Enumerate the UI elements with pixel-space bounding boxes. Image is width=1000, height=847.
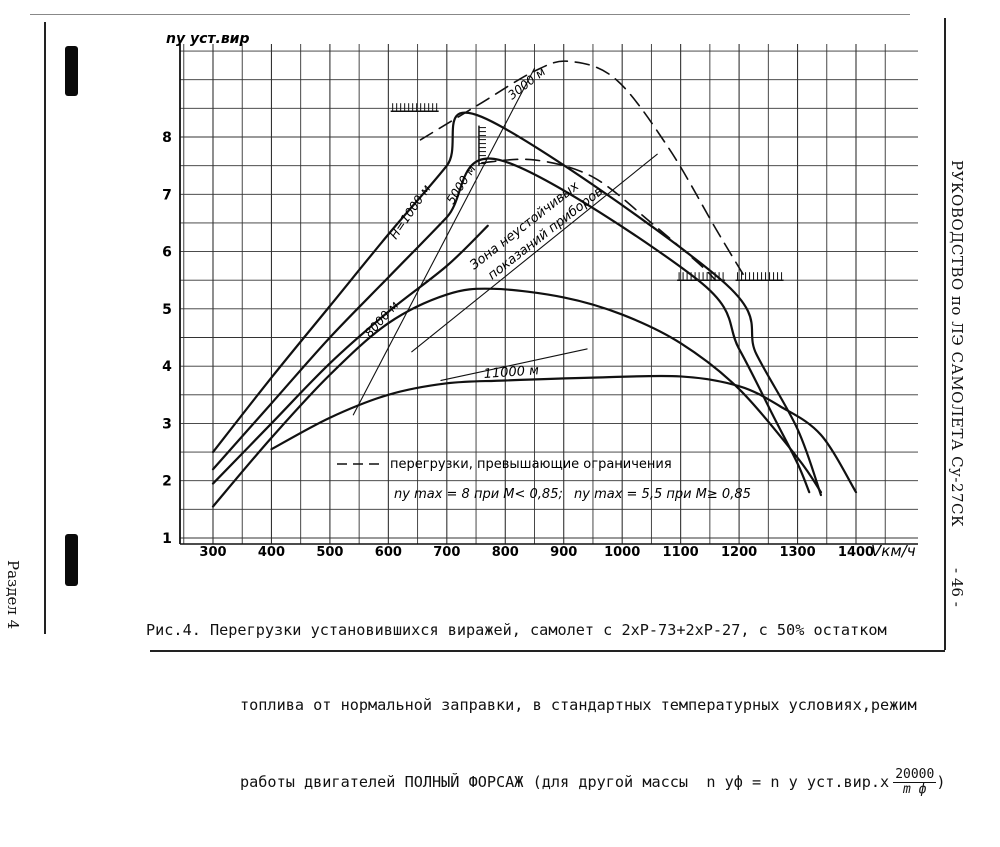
chart-axes: 300 400 500 600 700 800 900 1000 1100 1200 1300 140… [162,31,918,560]
y-tick-label: 8 [162,130,172,146]
page-number: - 46 - [948,568,966,607]
x-tick-label: 900 [550,545,577,560]
page-frame-left [44,22,46,634]
binder-mark-bottom [65,534,78,586]
chart-limit-markers [390,103,784,281]
label-11000m: 11000 м [483,363,539,382]
y-tick-label: 4 [162,359,172,375]
caption-line-3-text: работы двигателей ПОЛНЫЙ ФОРСАЖ (для дру… [240,773,890,791]
x-tick-label: 1100 [663,545,699,560]
label-3000m: 3000 м [505,65,548,103]
series-line-5 [419,60,746,279]
x-axis-title: Vкм/ч [871,542,916,560]
x-tick-label: 1300 [779,545,815,560]
page-frame-top [30,14,910,15]
caption-fraction-numerator: 20000 [893,767,937,783]
y-tick-label: 6 [162,245,172,261]
series-line-3 [211,287,823,508]
series-line-9 [440,348,588,382]
right-running-title: РУКОВОДСТВО по ЛЭ САМОЛЕТА Су-27СК [948,160,966,528]
x-tick-label: 700 [433,545,460,560]
limit-marker [478,125,486,166]
document-page: 300 400 500 600 700 800 900 1000 1100 1200 1300 140… [4,14,966,797]
x-tick-label: 800 [492,545,519,560]
limit-marker [390,103,439,112]
x-tick-label: 1400 [838,545,874,560]
x-tick-label: 400 [258,545,285,560]
limit-marker [735,272,784,281]
y-tick-label: 7 [162,187,172,203]
y-axis-title: ny уст.вир [166,31,250,47]
limits-text-b: ny max = 5,5 при M≥ 0,85 [574,487,751,502]
chart-grid [180,44,918,544]
x-tick-label: 500 [316,545,343,560]
series-line-2 [211,224,489,485]
x-tick-label: 300 [199,545,226,560]
series-line-6 [481,158,717,282]
label-h1000: H=1000 м [387,182,434,242]
caption-line-2: топлива от нормальной заправки, в станда… [240,696,917,714]
legend-dashed-text: перегрузки, превышающие ограничения [390,457,672,472]
x-tick-label: 1200 [721,545,757,560]
caption-fraction-denominator: m ф [903,782,927,797]
chart-svg: 300 400 500 600 700 800 900 1000 1100 1200 1300 140… [162,31,918,560]
y-tick-label: 5 [162,302,172,318]
series-line-1 [211,157,811,494]
series-line-0 [211,111,823,497]
series-line-7 [352,67,536,416]
binder-mark-top [65,46,78,96]
y-tick-label: 3 [162,416,172,432]
caption-line-1: Рис.4. Перегрузки установившихся виражей… [146,621,887,639]
page-frame-bottom [150,650,945,652]
y-tick-label: 2 [162,474,172,490]
x-tick-label: 1000 [604,545,640,560]
figure-caption: Рис.4. Перегрузки установившихся виражей… [146,568,946,847]
x-tick-label: 600 [375,545,402,560]
section-label: Раздел 4 [4,560,22,630]
limits-text-a: ny max = 8 при M< 0,85; [394,487,563,502]
caption-fraction: 20000 m ф [893,767,937,797]
chart-series [211,60,858,508]
series-line-8 [411,153,658,353]
series-line-4 [270,374,858,494]
page-frame-right [944,18,946,650]
limit-marker [677,272,726,281]
caption-line-3: работы двигателей ПОЛНЫЙ ФОРСАЖ (для дру… [240,767,946,797]
y-tick-label: 1 [162,531,172,547]
